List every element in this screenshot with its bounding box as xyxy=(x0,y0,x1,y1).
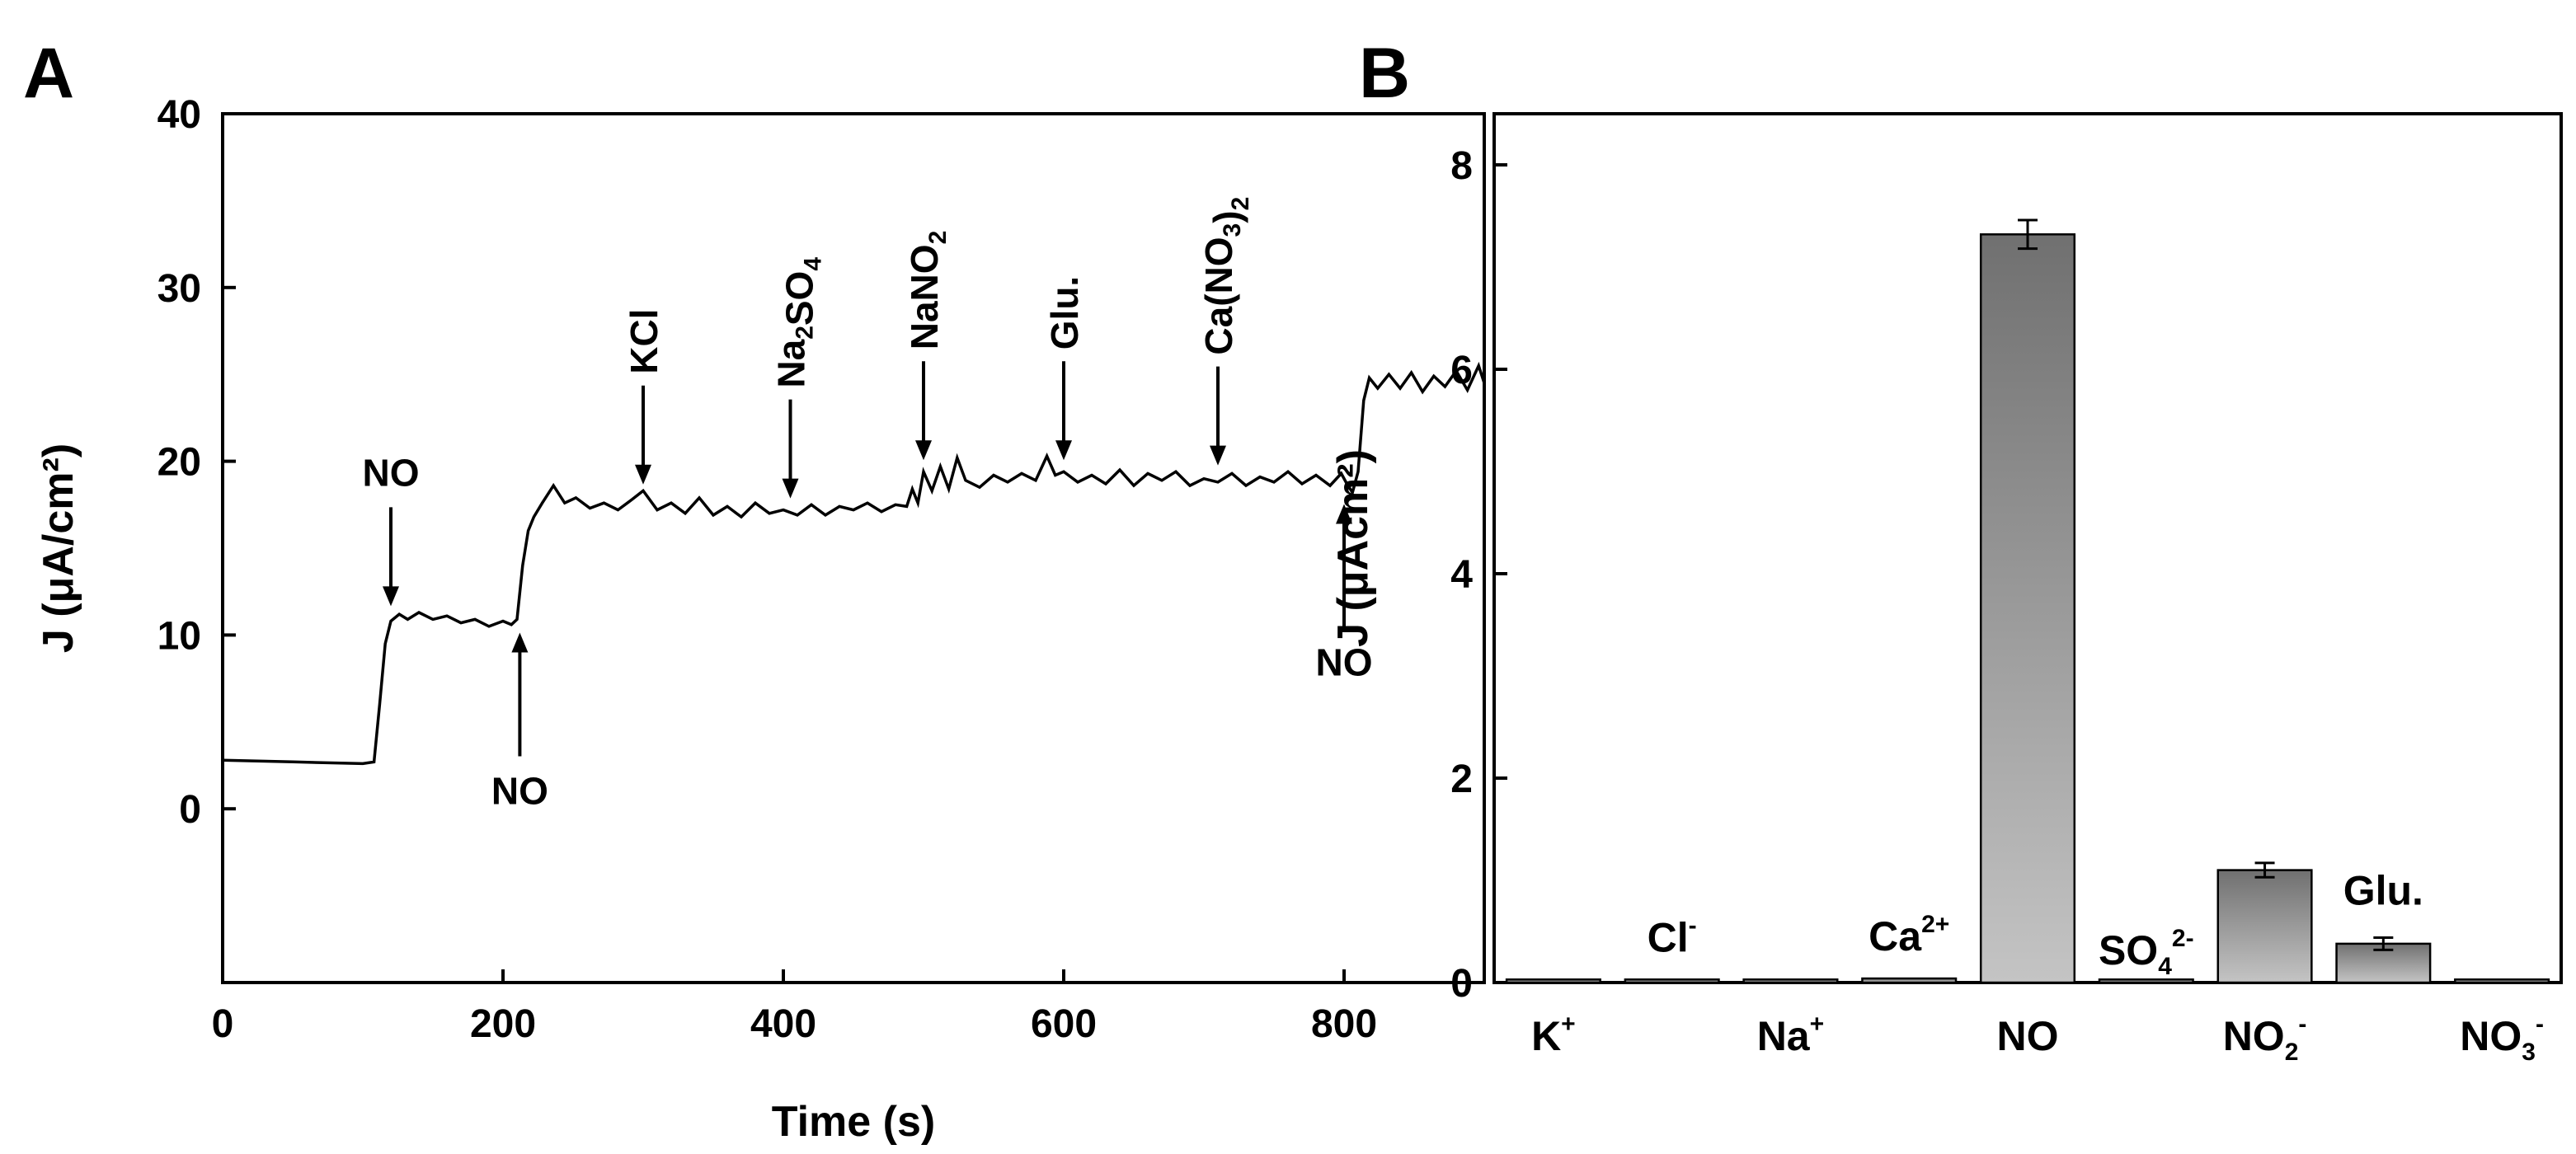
bar-8 xyxy=(2454,978,2550,984)
bar-rect xyxy=(1979,233,2076,984)
bar-0 xyxy=(1505,978,1601,984)
bar-rect xyxy=(2098,978,2194,984)
panel-b-letter: B xyxy=(1359,34,1410,113)
category-label: Ca2+ xyxy=(1869,911,1949,959)
annotation-arrow-head xyxy=(383,586,399,607)
category-label: NO xyxy=(1997,1013,2059,1059)
panel-a-y-ticks: 0 10 20 30 40 xyxy=(157,93,236,832)
category-label: Cl- xyxy=(1648,912,1697,960)
x-tick-label: 200 xyxy=(470,1002,536,1046)
x-tick-label: 400 xyxy=(750,1002,816,1046)
bar-rect xyxy=(1624,978,1720,984)
annotation-arrow-head xyxy=(915,440,932,461)
bar-4 xyxy=(1979,218,2076,984)
annotation-nano2: NaNO2 xyxy=(903,231,952,461)
x-tick-label: 0 xyxy=(212,1002,234,1046)
annotation-arrow-head xyxy=(1210,445,1226,466)
panel-a-x-ticks: 0 200 400 600 800 xyxy=(212,969,1377,1046)
annotation-arrow-head xyxy=(1055,440,1072,461)
y-tick-label: 0 xyxy=(179,788,201,832)
annotation-no: NO xyxy=(1316,504,1373,684)
annotation-no: NO xyxy=(363,451,420,607)
bar-rect xyxy=(2216,869,2313,984)
panel-b: B 0 2 4 6 8 J (μAcm²) K+ Cl- Na+ Ca2+ NO SO42- NO2… xyxy=(1329,34,2563,1066)
annotation-label: KCl xyxy=(623,309,665,374)
annotation-kcl: KCl xyxy=(623,309,665,485)
panel-a-plot-frame xyxy=(221,112,1486,984)
bar-rect xyxy=(1505,978,1601,984)
bar-rect xyxy=(2454,978,2550,984)
y-tick-label: 4 xyxy=(1450,553,1473,597)
panel-a-y-axis-label: J (μA/cm²) xyxy=(35,443,82,653)
annotation-label: NO xyxy=(491,770,548,813)
x-tick-label: 800 xyxy=(1311,1002,1377,1046)
annotation-arrow-head xyxy=(635,464,651,485)
panel-b-x-labels: K+ Cl- Na+ Ca2+ NO SO42- NO2- Glu. NO3- xyxy=(1531,867,2544,1066)
annotation-arrow-head xyxy=(511,632,529,653)
y-tick-label: 20 xyxy=(157,441,201,485)
x-tick-label: 600 xyxy=(1031,1002,1097,1046)
y-tick-label: 30 xyxy=(157,267,201,311)
annotation-arrow-head xyxy=(782,478,799,499)
annotation-label: NO xyxy=(363,451,420,494)
annotation-label: NaNO2 xyxy=(903,231,952,350)
category-label: NO3- xyxy=(2460,1011,2544,1066)
panel-a-x-axis-label: Time (s) xyxy=(772,1098,935,1146)
panel-b-bars xyxy=(1505,218,2550,984)
bar-7 xyxy=(2335,936,2432,984)
annotation-label: Glu. xyxy=(1043,276,1086,349)
y-tick-label: 10 xyxy=(157,614,201,658)
annotation-cano32: Ca(NO3)2 xyxy=(1197,197,1254,466)
annotation-label: Ca(NO3)2 xyxy=(1197,197,1254,355)
category-label: K+ xyxy=(1531,1011,1576,1059)
bar-1 xyxy=(1624,978,1720,984)
annotation-na2so4: Na2SO4 xyxy=(770,257,827,499)
panel-a-letter: A xyxy=(23,34,74,113)
bar-5 xyxy=(2098,978,2194,984)
y-tick-label: 40 xyxy=(157,93,201,137)
bar-3 xyxy=(1861,977,1958,984)
panel-b-y-ticks: 0 2 4 6 8 xyxy=(1450,144,1507,1006)
bar-2 xyxy=(1742,978,1839,984)
y-tick-label: 8 xyxy=(1450,144,1473,188)
annotation-glu: Glu. xyxy=(1043,276,1086,461)
panel-a-series-line xyxy=(222,361,1486,766)
panel-b-y-axis-label: J (μAcm²) xyxy=(1329,449,1377,647)
bar-rect xyxy=(1742,978,1839,984)
category-label: SO42- xyxy=(2099,925,2194,980)
y-tick-label: 0 xyxy=(1450,962,1473,1006)
annotation-arrow-head xyxy=(1336,504,1352,524)
y-tick-label: 6 xyxy=(1450,349,1473,392)
category-label: Na+ xyxy=(1757,1011,1824,1059)
panel-a-annotations: NO NO KCl Na2SO4 NaNO2 Glu. Ca(NO3)2 NO xyxy=(363,197,1373,813)
y-tick-label: 2 xyxy=(1450,758,1473,801)
category-label: NO2- xyxy=(2223,1011,2307,1066)
annotation-no: NO xyxy=(491,632,548,813)
annotation-label: Na2SO4 xyxy=(770,257,827,388)
annotation-label: NO xyxy=(1316,641,1373,684)
category-label: Glu. xyxy=(2343,867,2423,913)
bar-rect xyxy=(1861,977,1958,984)
bar-6 xyxy=(2216,861,2313,984)
